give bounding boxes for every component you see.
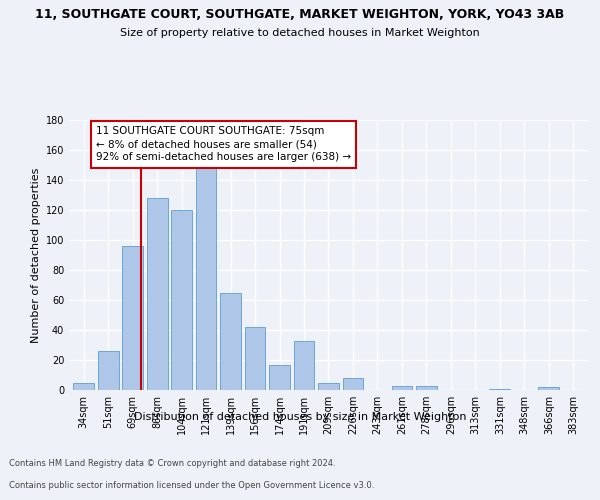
Bar (245, 327, 265, 390)
Text: 11, SOUTHGATE COURT, SOUTHGATE, MARKET WEIGHTON, YORK, YO43 3AB: 11, SOUTHGATE COURT, SOUTHGATE, MARKET W… (35, 8, 565, 20)
Y-axis label: Number of detached properties: Number of detached properties (31, 168, 41, 342)
Bar (490, 388, 510, 390)
Bar (416, 386, 437, 390)
Text: Size of property relative to detached houses in Market Weighton: Size of property relative to detached ho… (120, 28, 480, 38)
Bar (293, 340, 314, 390)
Bar (147, 198, 167, 390)
Bar (343, 378, 364, 390)
Text: Contains HM Land Registry data © Crown copyright and database right 2024.: Contains HM Land Registry data © Crown c… (9, 458, 335, 468)
Text: Distribution of detached houses by size in Market Weighton: Distribution of detached houses by size … (134, 412, 466, 422)
Text: Contains public sector information licensed under the Open Government Licence v3: Contains public sector information licen… (9, 481, 374, 490)
Bar (318, 382, 339, 390)
Bar (269, 364, 290, 390)
Bar (392, 386, 412, 390)
Bar (122, 246, 143, 390)
Text: 11 SOUTHGATE COURT SOUTHGATE: 75sqm
← 8% of detached houses are smaller (54)
92%: 11 SOUTHGATE COURT SOUTHGATE: 75sqm ← 8%… (96, 126, 351, 162)
Bar (98, 351, 119, 390)
Bar (73, 382, 94, 390)
Bar (196, 165, 217, 390)
Bar (538, 387, 559, 390)
Bar (171, 210, 192, 390)
Bar (220, 292, 241, 390)
